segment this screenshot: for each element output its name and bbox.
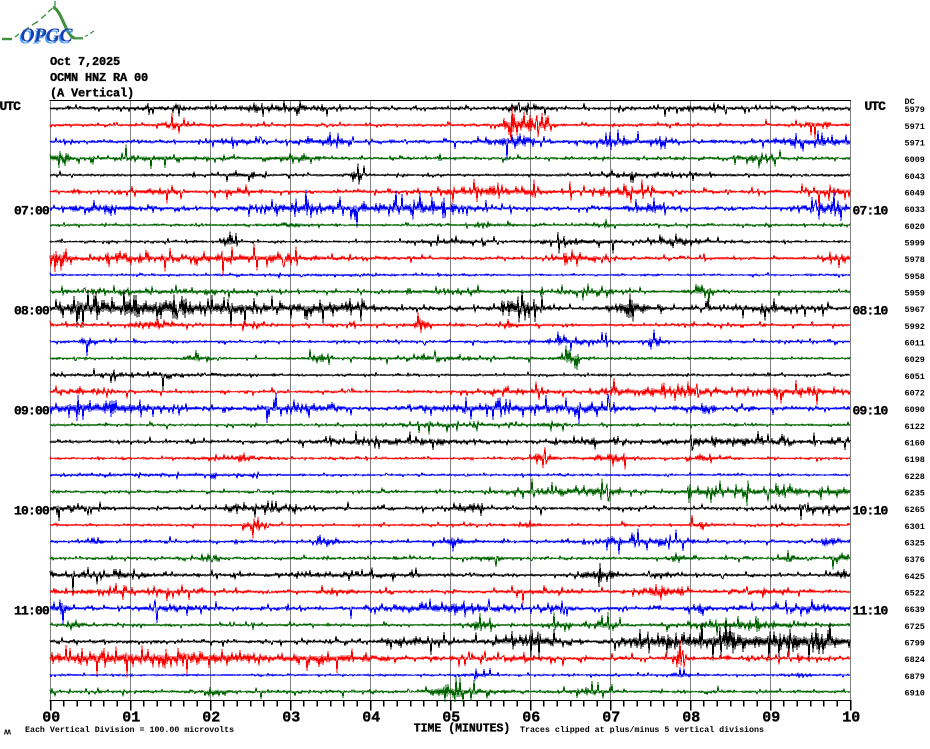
svg-text:11:10: 11:10 [853,604,889,619]
svg-text:5978: 5978 [905,255,925,265]
svg-text:08:00: 08:00 [14,304,50,319]
svg-text:01: 01 [122,710,140,727]
svg-text:6122: 6122 [905,422,925,432]
svg-text:08:10: 08:10 [853,304,889,319]
svg-text:OPGC: OPGC [19,28,72,49]
svg-text:6011: 6011 [905,338,925,348]
svg-text:6049: 6049 [905,188,925,198]
svg-text:6799: 6799 [905,638,925,648]
svg-text:6198: 6198 [905,455,925,465]
svg-text:08: 08 [682,710,700,727]
svg-text:6029: 6029 [905,355,925,365]
svg-text:6425: 6425 [905,572,925,582]
svg-text:6043: 6043 [905,172,925,182]
svg-text:5971: 5971 [905,138,925,148]
svg-text:05: 05 [442,710,460,727]
svg-text:(A Vertical): (A Vertical) [50,87,134,101]
svg-text:5979: 5979 [905,105,925,115]
svg-text:5958: 5958 [905,272,925,282]
svg-text:Oct 7,2025: Oct 7,2025 [50,55,120,69]
svg-text:07:00: 07:00 [14,204,50,219]
svg-text:6301: 6301 [905,522,925,532]
svg-text:09: 09 [762,710,780,727]
svg-text:6376: 6376 [905,555,925,565]
svg-text:03: 03 [282,710,300,727]
svg-text:6522: 6522 [905,588,925,598]
svg-text:OCMN HNZ RA 00: OCMN HNZ RA 00 [50,71,148,85]
svg-text:6235: 6235 [905,488,925,498]
svg-text:OPGC: OPGC [21,26,74,47]
svg-text:5971: 5971 [905,122,925,132]
svg-text:UTC: UTC [0,99,21,114]
svg-text:02: 02 [202,710,220,727]
svg-text:09:10: 09:10 [853,404,889,419]
svg-text:Traces clipped at plus/minus 5: Traces clipped at plus/minus 5 vertical … [520,725,764,735]
svg-text:07:10: 07:10 [853,204,889,219]
svg-text:6824: 6824 [905,655,925,665]
svg-text:6228: 6228 [905,472,925,482]
svg-text:5999: 5999 [905,238,925,248]
svg-text:10:00: 10:00 [14,504,50,519]
svg-text:6033: 6033 [905,205,925,215]
svg-text:ʍ: ʍ [3,727,12,737]
svg-text:6639: 6639 [905,605,925,615]
svg-text:06: 06 [522,710,540,727]
svg-text:6265: 6265 [905,505,925,515]
svg-text:6051: 6051 [905,372,925,382]
svg-text:6160: 6160 [905,438,925,448]
svg-text:6072: 6072 [905,388,925,398]
svg-text:5967: 5967 [905,305,925,315]
svg-text:6009: 6009 [905,155,925,165]
svg-text:6090: 6090 [905,405,925,415]
svg-text:11:00: 11:00 [14,604,50,619]
svg-text:5959: 5959 [905,288,925,298]
svg-text:6020: 6020 [905,222,925,232]
svg-text:6325: 6325 [905,538,925,548]
svg-text:10:10: 10:10 [853,504,889,519]
svg-text:UTC: UTC [865,99,887,114]
svg-text:04: 04 [362,710,380,727]
svg-text:5992: 5992 [905,322,925,332]
svg-text:07: 07 [602,710,620,727]
svg-text:6879: 6879 [905,672,925,682]
svg-text:10: 10 [842,710,860,727]
svg-text:6910: 6910 [905,688,925,698]
svg-text:Each Vertical Division = 100.: Each Vertical Division = 100.00 microvol… [25,725,234,735]
svg-text:6725: 6725 [905,622,925,632]
svg-text:DC: DC [905,97,915,107]
svg-text:09:00: 09:00 [14,404,50,419]
svg-text:00: 00 [42,710,60,727]
svg-text:TIME (MINUTES): TIME (MINUTES) [414,723,511,736]
